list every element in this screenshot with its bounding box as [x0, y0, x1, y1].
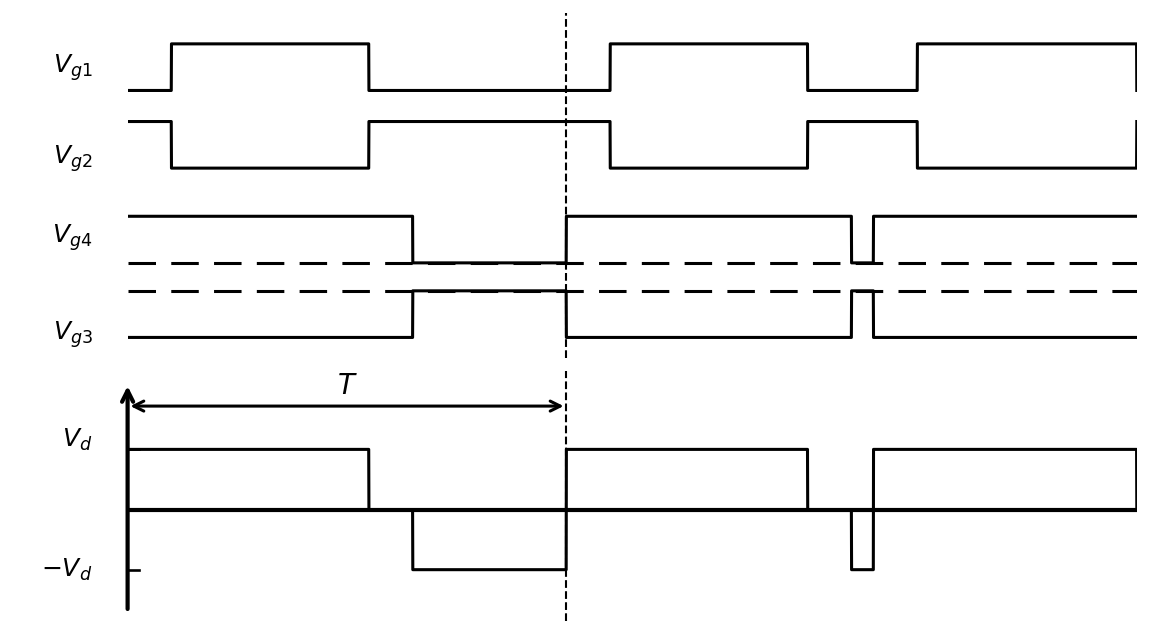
Text: $V_{g4}$: $V_{g4}$ [52, 222, 93, 253]
Text: $-V_d$: $-V_d$ [42, 557, 93, 583]
Text: $V_{g2}$: $V_{g2}$ [53, 143, 93, 174]
Text: $V_{g1}$: $V_{g1}$ [53, 52, 93, 83]
Text: $V_{g3}$: $V_{g3}$ [52, 320, 93, 351]
Text: $T$: $T$ [336, 372, 357, 400]
Text: $V_d$: $V_d$ [63, 428, 93, 454]
